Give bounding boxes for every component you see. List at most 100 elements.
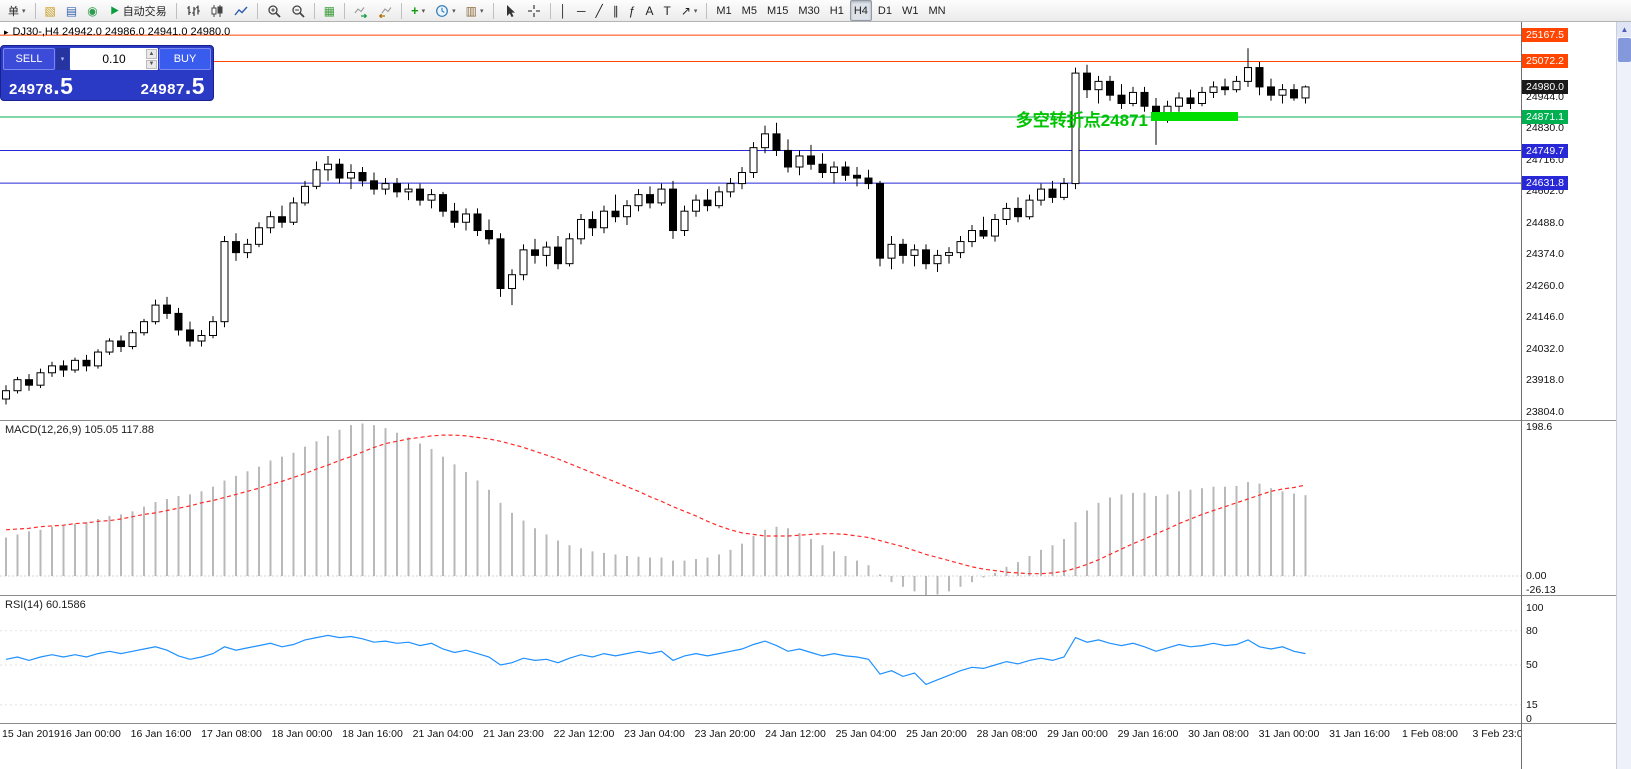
hline-button[interactable]: ─ <box>573 0 590 21</box>
lot-increase-icon[interactable]: ▲ <box>146 49 157 59</box>
timeframe-m30-button-label: M30 <box>798 4 820 17</box>
caret-down-icon: ▾ <box>421 7 426 15</box>
support-badge-1: 24749.7 <box>1522 143 1568 158</box>
profiles-icon: ▤ <box>65 3 78 18</box>
time-label: 21 Jan 04:00 <box>412 728 474 740</box>
buy-price[interactable]: 24987.5 <box>140 73 205 99</box>
zoom-in-button[interactable] <box>263 0 285 21</box>
price-tick: 24488.0 <box>1526 216 1564 229</box>
rsi-tick: 0 <box>1526 713 1532 725</box>
text-button[interactable]: A <box>641 0 657 21</box>
time-label: 23 Jan 04:00 <box>624 728 685 740</box>
time-label: 21 Jan 23:00 <box>483 728 544 740</box>
vertical-line-icon: │ <box>559 3 568 18</box>
macd-tick: 198.6 <box>1526 421 1553 433</box>
time-label: 31 Jan 16:00 <box>1329 728 1390 740</box>
price-chart-canvas[interactable] <box>0 22 1521 420</box>
indicators-button[interactable]: + ▾ <box>407 0 429 21</box>
chart-title: ▸ DJ30-,H4 24942.0 24986.0 24941.0 24980… <box>4 26 230 38</box>
navigator-button[interactable]: ◉ <box>83 0 101 21</box>
time-label: 16 Jan 00:00 <box>60 728 121 740</box>
time-axis[interactable]: 15 Jan 2019 16 Jan 00:00 16 Jan 16:00 17 Ja… <box>0 723 1529 748</box>
navigator-icon: ◉ <box>87 3 98 18</box>
macd-panel[interactable]: MACD(12,26,9) 105.05 117.88 <box>0 420 1521 595</box>
fibonacci-icon: ƒ <box>628 3 636 18</box>
scroll-up-button[interactable]: ▲ <box>1617 22 1631 37</box>
rsi-tick: 50 <box>1526 659 1538 671</box>
vline-button[interactable]: │ <box>556 0 572 21</box>
autotrading-button[interactable]: 自动交易 <box>104 0 171 21</box>
macd-histogram <box>5 423 1307 595</box>
panel-separator[interactable] <box>1522 723 1617 724</box>
tile-windows-button[interactable]: ▦ <box>320 0 339 21</box>
scrollbar-thumb[interactable] <box>1618 38 1631 62</box>
time-label: 25 Jan 20:00 <box>906 728 967 740</box>
templates-button[interactable]: ▥ ▾ <box>462 0 488 21</box>
time-label: 18 Jan 16:00 <box>342 728 403 740</box>
ohlc-bars-icon <box>186 4 200 18</box>
crosshair-button[interactable] <box>523 0 545 21</box>
arrows-button[interactable]: ↗ ▾ <box>677 0 702 21</box>
timeframe-m30-button[interactable]: M30 <box>794 0 823 21</box>
chart-shift-button[interactable] <box>374 0 396 21</box>
lot-size-field[interactable]: 0.10 ▲ ▼ <box>70 48 158 70</box>
rsi-panel[interactable]: RSI(14) 60.1586 <box>0 595 1521 723</box>
lot-spinner[interactable]: ▲ ▼ <box>146 49 157 69</box>
lot-dropdown-caret-icon[interactable]: ▾ <box>56 48 69 70</box>
timeframe-w1-button[interactable]: W1 <box>898 0 923 21</box>
toolbar-separator <box>313 2 315 19</box>
bid-ask-prices: 24978.5 24987.5 <box>1 71 213 100</box>
candlestick-button[interactable] <box>206 0 228 21</box>
panel-separator[interactable] <box>1522 595 1617 596</box>
timeframe-w1-button-label: W1 <box>901 4 919 17</box>
channel-button[interactable]: ∥ <box>609 0 623 21</box>
timeframe-h1-button-label: H1 <box>829 4 844 17</box>
sell-price[interactable]: 24978.5 <box>9 73 74 99</box>
price-axis[interactable]: 24944.0 24830.0 24716.0 24602.0 24488.0 24374… <box>1521 22 1617 769</box>
caret-down-icon: ▾ <box>22 7 26 15</box>
cursor-button[interactable] <box>499 0 521 21</box>
caret-down-icon: ▾ <box>693 7 698 15</box>
timeframe-mn-button[interactable]: MN <box>924 0 949 21</box>
lot-decrease-icon[interactable]: ▼ <box>146 59 157 69</box>
new-chart-button[interactable]: ▧ <box>41 0 60 21</box>
one-click-trading-panel: SELL ▾ 0.10 ▲ ▼ BUY 24978.5 <box>0 45 214 101</box>
panel-separator[interactable] <box>1522 420 1617 421</box>
line-chart-button[interactable] <box>230 0 252 21</box>
price-chart-panel[interactable]: ▸ DJ30-,H4 24942.0 24986.0 24941.0 24980… <box>0 22 1521 420</box>
trendline-button[interactable]: ╱ <box>592 0 607 21</box>
turning-point-highlight[interactable] <box>1151 111 1238 121</box>
time-label: 23 Jan 20:00 <box>694 728 756 740</box>
support-badge-2: 24631.8 <box>1522 176 1568 191</box>
timeframe-h1-button[interactable]: H1 <box>826 0 848 21</box>
rsi-tick: 80 <box>1526 624 1538 637</box>
lot-size-value: 0.10 <box>102 52 126 66</box>
timeframe-d1-button[interactable]: D1 <box>874 0 896 21</box>
buy-button[interactable]: BUY <box>159 48 211 70</box>
chart-marker-icon: ▸ <box>4 26 9 37</box>
vertical-scrollbar[interactable]: ▲ <box>1616 22 1631 769</box>
play-icon <box>108 4 121 17</box>
timeframe-m15-button[interactable]: M15 <box>763 0 792 21</box>
zoom-out-button[interactable] <box>287 0 309 21</box>
profiles-button[interactable]: ▤ <box>62 0 81 21</box>
auto-scroll-button[interactable] <box>350 0 372 21</box>
text-icon: A <box>645 3 654 18</box>
zoom-out-icon <box>291 4 305 18</box>
bar-chart-button[interactable] <box>182 0 204 21</box>
macd-canvas <box>0 423 1521 595</box>
label-button[interactable]: T <box>659 0 674 21</box>
tile-windows-icon: ▦ <box>323 3 336 18</box>
periods-button[interactable]: ▾ <box>431 0 460 21</box>
new-order-button[interactable]: 单 ▾ <box>4 0 30 21</box>
timeframe-m5-button[interactable]: M5 <box>738 0 761 21</box>
fibonacci-button[interactable]: ƒ <box>625 0 640 21</box>
timeframe-h4-button[interactable]: H4 <box>849 0 872 21</box>
timeframe-m1-button[interactable]: M1 <box>712 0 735 21</box>
caret-down-icon: ▾ <box>452 7 456 15</box>
trendline-icon: ╱ <box>595 3 603 18</box>
toolbar-separator <box>256 2 258 19</box>
sell-button[interactable]: SELL <box>3 48 55 70</box>
time-label: 18 Jan 00:00 <box>271 728 333 740</box>
text-label-icon: T <box>663 3 671 18</box>
